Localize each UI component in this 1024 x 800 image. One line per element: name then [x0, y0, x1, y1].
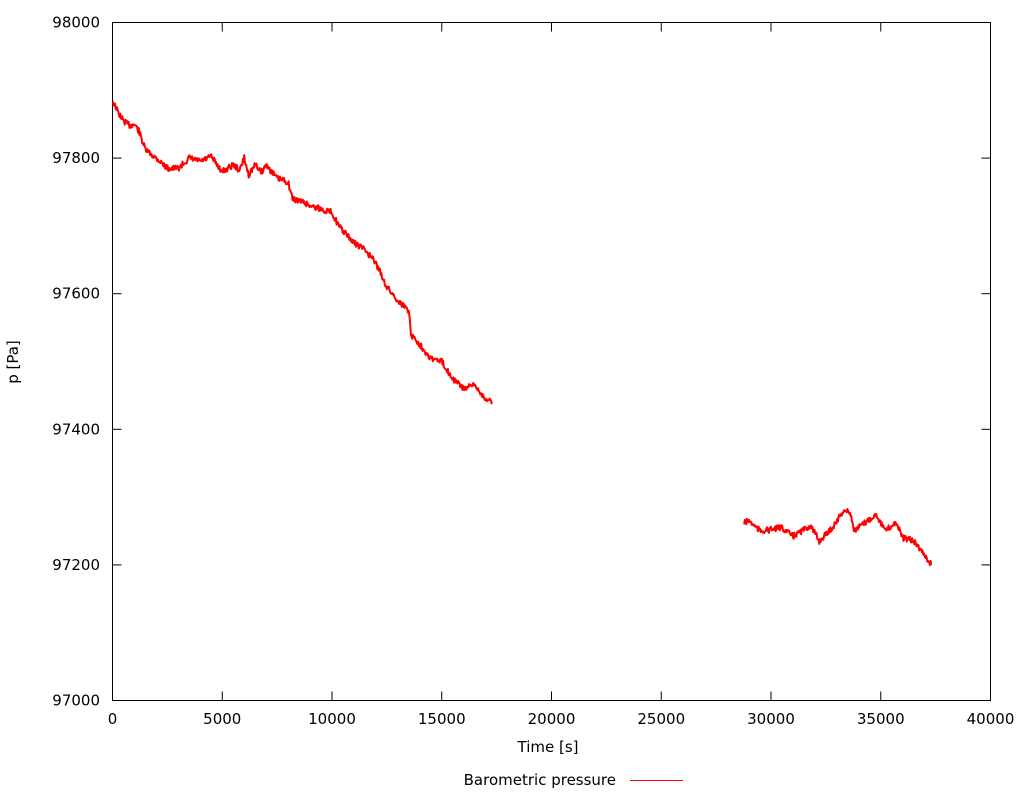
x-tick-label: 5000: [203, 710, 241, 728]
y-tick-label: 97600: [52, 285, 100, 303]
y-tick-label: 97200: [52, 556, 100, 574]
x-tick-label: 25000: [637, 710, 685, 728]
legend-label: Barometric pressure: [464, 771, 616, 789]
plot-frame: [112, 22, 991, 701]
x-tick-label: 10000: [308, 710, 356, 728]
x-tick-label: 20000: [528, 710, 576, 728]
series-line-segment: [743, 508, 933, 567]
x-axis: 0 5000 10000 15000 20000 25000 30000 35000 40000: [108, 22, 1015, 728]
x-tick-label: 40000: [967, 710, 1015, 728]
legend: Barometric pressure: [464, 771, 683, 789]
x-tick-label: 15000: [418, 710, 466, 728]
y-tick-label: 97000: [52, 692, 100, 710]
y-tick-label: 97400: [52, 420, 100, 438]
x-axis-label: Time [s]: [517, 738, 579, 756]
series-layer: [111, 100, 933, 567]
y-axis-label: p [Pa]: [4, 340, 22, 384]
y-axis: 97000 97200 97400 97600 97800 98000: [52, 14, 991, 710]
y-tick-label: 97800: [52, 149, 100, 167]
x-tick-label: 35000: [857, 710, 905, 728]
x-tick-label: 0: [108, 710, 118, 728]
series-line-segment: [111, 100, 494, 405]
y-tick-label: 98000: [52, 14, 100, 32]
x-tick-label: 30000: [747, 710, 795, 728]
